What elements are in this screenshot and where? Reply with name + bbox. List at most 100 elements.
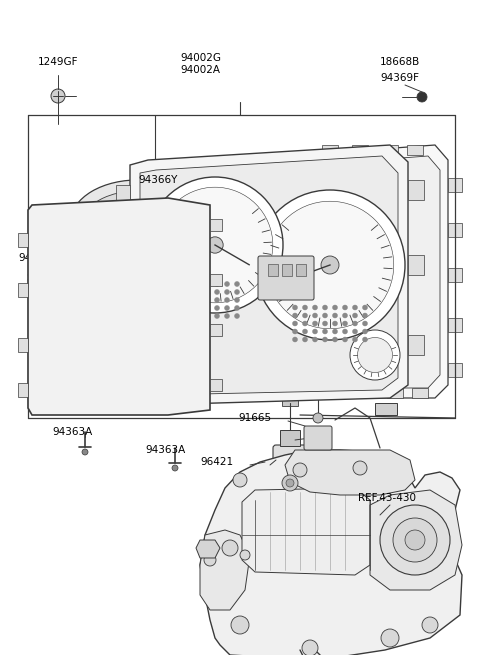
Circle shape [312, 305, 317, 310]
Ellipse shape [83, 191, 197, 259]
Polygon shape [285, 145, 448, 398]
Circle shape [302, 305, 308, 310]
Circle shape [352, 329, 358, 334]
Circle shape [292, 321, 298, 326]
Circle shape [352, 337, 358, 342]
Text: 96421: 96421 [200, 457, 233, 467]
Polygon shape [408, 255, 424, 275]
Circle shape [215, 314, 219, 318]
Ellipse shape [70, 180, 210, 270]
Bar [296, 264, 306, 276]
Circle shape [353, 461, 367, 475]
Polygon shape [272, 342, 285, 358]
Circle shape [235, 282, 240, 286]
Circle shape [225, 290, 229, 295]
Circle shape [204, 297, 209, 303]
Polygon shape [448, 268, 462, 282]
Polygon shape [272, 302, 285, 318]
Polygon shape [200, 450, 462, 655]
Circle shape [312, 337, 317, 342]
Polygon shape [130, 145, 408, 405]
Circle shape [362, 337, 368, 342]
Circle shape [362, 305, 368, 310]
Circle shape [302, 321, 308, 326]
Polygon shape [448, 363, 462, 377]
Circle shape [184, 314, 190, 318]
Circle shape [343, 305, 348, 310]
Circle shape [225, 282, 229, 286]
Circle shape [343, 313, 348, 318]
Circle shape [358, 337, 393, 373]
Circle shape [352, 321, 358, 326]
Circle shape [194, 314, 200, 318]
Circle shape [184, 290, 190, 295]
Circle shape [362, 321, 368, 326]
Text: 94002G: 94002G [180, 53, 221, 63]
Circle shape [393, 518, 437, 562]
Polygon shape [387, 388, 403, 398]
Polygon shape [140, 156, 398, 395]
Circle shape [312, 329, 317, 334]
Circle shape [204, 290, 209, 295]
Polygon shape [272, 262, 285, 278]
Polygon shape [242, 488, 370, 575]
Circle shape [292, 305, 298, 310]
Bar [280, 430, 300, 446]
Text: 94363A: 94363A [145, 445, 185, 455]
Circle shape [82, 449, 88, 455]
Circle shape [343, 321, 348, 326]
Circle shape [286, 479, 294, 487]
FancyBboxPatch shape [258, 256, 314, 300]
Polygon shape [200, 530, 250, 610]
Text: 1249GF: 1249GF [38, 57, 79, 67]
Circle shape [312, 313, 317, 318]
Polygon shape [285, 450, 415, 495]
Circle shape [240, 550, 250, 560]
Circle shape [51, 89, 65, 103]
Circle shape [194, 290, 200, 295]
Text: 94002A: 94002A [180, 65, 220, 75]
Circle shape [350, 330, 400, 380]
Polygon shape [116, 260, 130, 280]
Circle shape [333, 305, 337, 310]
Circle shape [292, 329, 298, 334]
Circle shape [352, 305, 358, 310]
Circle shape [417, 92, 427, 102]
Circle shape [292, 313, 298, 318]
Circle shape [313, 413, 323, 423]
Circle shape [147, 177, 283, 313]
Circle shape [184, 297, 190, 303]
Circle shape [352, 313, 358, 318]
Polygon shape [408, 335, 424, 355]
Circle shape [235, 297, 240, 303]
Circle shape [225, 305, 229, 310]
Circle shape [225, 297, 229, 303]
Circle shape [157, 337, 192, 373]
Circle shape [302, 640, 318, 655]
Polygon shape [352, 388, 368, 398]
Polygon shape [196, 540, 220, 558]
Circle shape [233, 473, 247, 487]
Ellipse shape [83, 324, 197, 386]
Circle shape [157, 187, 273, 303]
Circle shape [215, 282, 219, 286]
Circle shape [405, 530, 425, 550]
Ellipse shape [70, 312, 210, 398]
Circle shape [266, 201, 394, 329]
Circle shape [362, 313, 368, 318]
Bar [375, 403, 397, 415]
Circle shape [333, 337, 337, 342]
Bar [282, 264, 292, 276]
Circle shape [225, 314, 229, 318]
Circle shape [323, 321, 327, 326]
Circle shape [293, 463, 307, 477]
Circle shape [323, 337, 327, 342]
Circle shape [150, 330, 200, 380]
Circle shape [184, 282, 190, 286]
Polygon shape [18, 383, 28, 397]
Circle shape [321, 256, 339, 274]
Circle shape [302, 313, 308, 318]
Polygon shape [210, 379, 222, 391]
Circle shape [302, 329, 308, 334]
Polygon shape [408, 180, 424, 200]
